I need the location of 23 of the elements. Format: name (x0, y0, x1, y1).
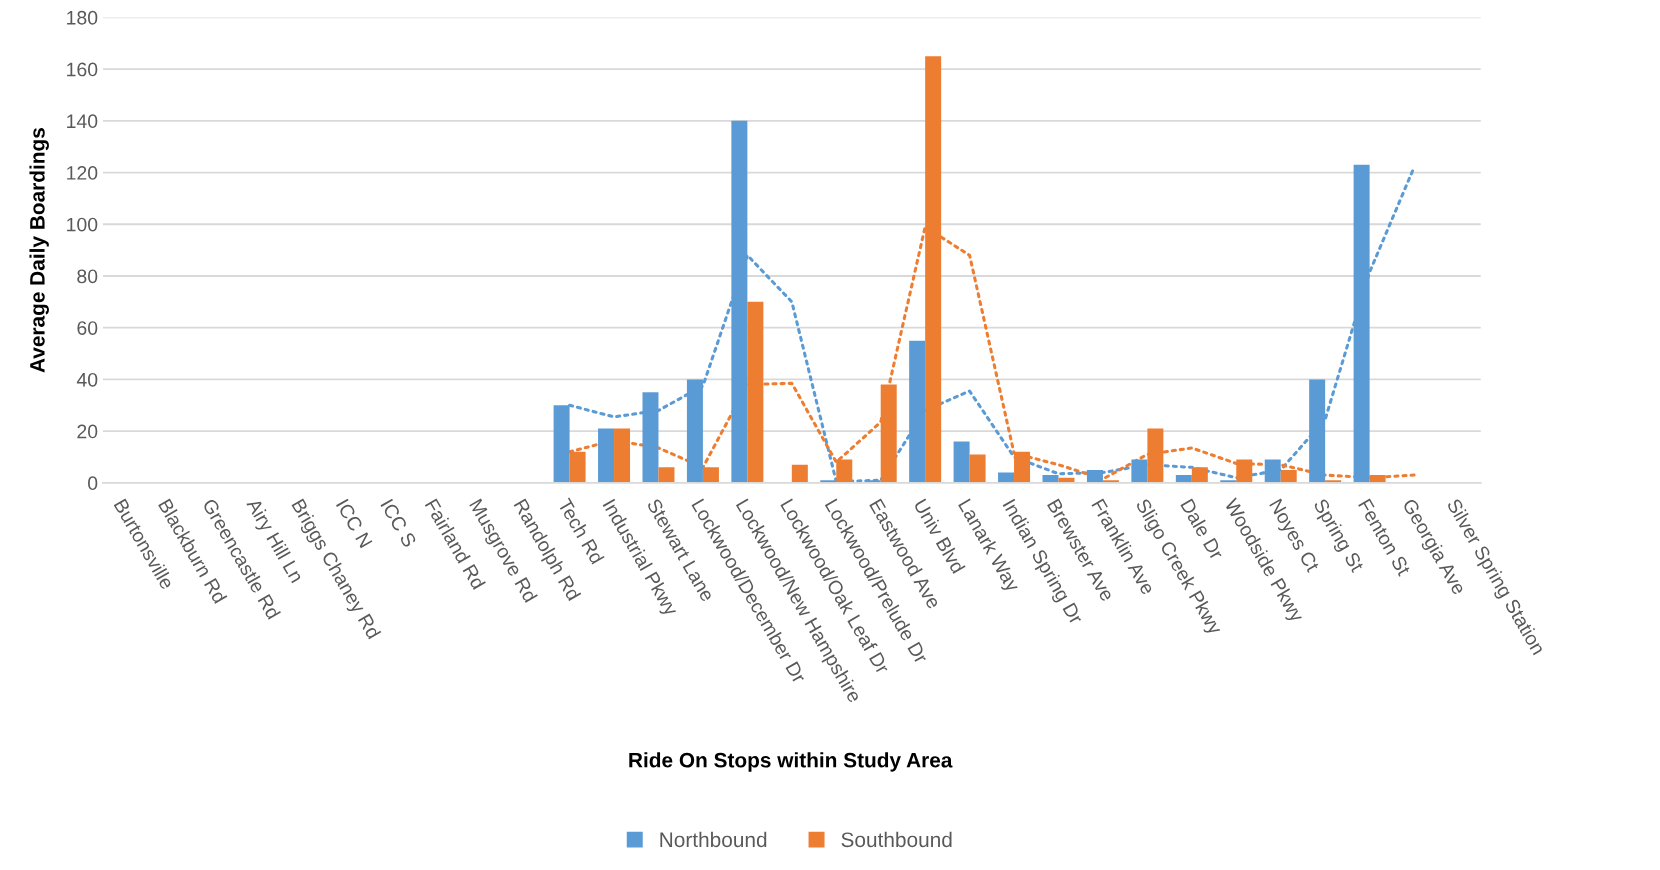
bar (1191, 467, 1208, 483)
y-axis-title: Average Daily Boardings (29, 128, 49, 373)
bar (658, 467, 675, 483)
y-tick-label: 0 (88, 476, 98, 491)
x-axis-title: Ride On Stops within Study Area (629, 752, 953, 772)
bar (953, 441, 970, 483)
y-tick-label: 180 (67, 10, 98, 25)
x-tick-label: ICC S (380, 498, 417, 549)
bar (791, 464, 808, 483)
bar (598, 428, 615, 483)
legend-label: Northbound (660, 831, 767, 848)
bar (969, 454, 986, 483)
y-tick-label: 140 (67, 114, 98, 129)
y-tick-label: 160 (67, 62, 98, 77)
y-tick-label: 60 (77, 321, 98, 335)
y-tick-label: 100 (67, 217, 98, 232)
bar (1175, 475, 1192, 483)
y-tick-label: 80 (77, 269, 98, 284)
x-tick-label: ICC N (335, 498, 373, 549)
y-tick-label: 40 (76, 372, 98, 387)
legend-label: Southbound (841, 831, 952, 848)
y-tick-label: 20 (77, 424, 98, 439)
y-tick-label: 120 (67, 166, 98, 180)
